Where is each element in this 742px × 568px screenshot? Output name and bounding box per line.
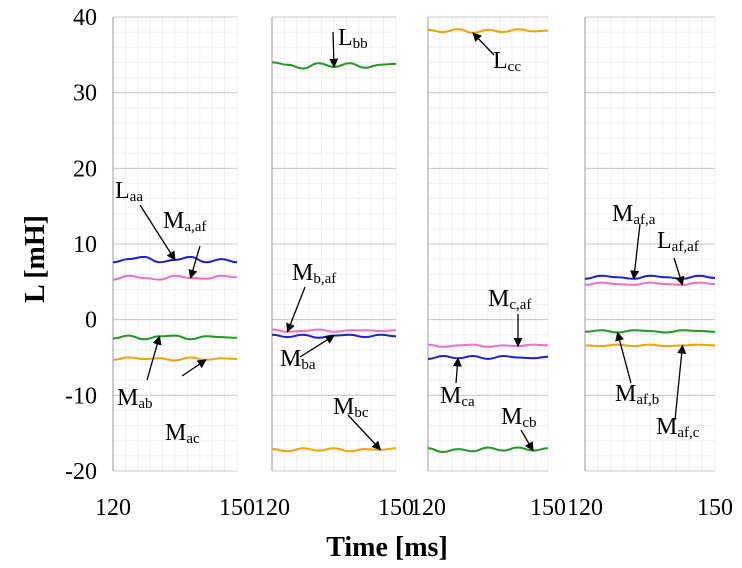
series-label: Lbb <box>338 25 368 52</box>
series-line-mac <box>112 356 238 362</box>
series-line-ma-af <box>112 274 238 281</box>
x-tick-label: 150 <box>530 495 566 521</box>
series-label: Mbc <box>333 394 369 421</box>
series-label: Laf,af <box>657 228 699 255</box>
series-line-mab <box>112 334 238 341</box>
y-tick-label: 0 <box>85 308 97 334</box>
annotation-arrow <box>630 223 641 280</box>
y-tick-label: 40 <box>73 5 97 31</box>
annotation-arrow <box>139 204 176 261</box>
annotation-arrow <box>472 32 495 56</box>
series-line-maf-c <box>584 343 716 348</box>
grid-layer <box>112 16 716 472</box>
x-tick-label: 120 <box>254 495 290 521</box>
x-tick-label: 120 <box>410 495 446 521</box>
series-label: Mcb <box>501 404 537 431</box>
annotation-arrow <box>181 359 207 377</box>
annotation-arrow <box>146 335 162 381</box>
x-axis-title: Time [ms] <box>326 532 448 563</box>
series-line-maf-b <box>584 329 716 334</box>
series-label: Mca <box>440 383 475 410</box>
x-tick-label: 120 <box>95 495 131 521</box>
series-label: Mac <box>165 420 200 447</box>
annotation-arrow <box>673 257 685 286</box>
annotation-arrow <box>520 429 534 452</box>
annotation-arrow <box>674 344 687 421</box>
y-tick-label: 20 <box>73 156 97 182</box>
series-line-maf-a <box>584 274 716 280</box>
y-tick-label: -10 <box>65 383 97 409</box>
y-tick-label: -20 <box>65 459 97 485</box>
series-label: Mc,af <box>488 286 531 313</box>
series-label: Ma,af <box>163 208 206 235</box>
series-line-mca <box>427 354 549 361</box>
x-tick-label: 120 <box>567 495 603 521</box>
y-axis: 40 30 20 10 0 -10 -20 <box>65 5 97 485</box>
annotation-arrow <box>452 357 462 384</box>
series-label: Lcc <box>493 48 521 75</box>
annotation-arrow <box>615 331 632 384</box>
series-label: Mab <box>117 385 153 412</box>
annotation-arrow <box>286 286 306 333</box>
y-axis-title: L [mH] <box>20 215 51 303</box>
series-line-laf-af <box>584 281 716 286</box>
series-label: Mb,af <box>292 260 336 287</box>
annotation-layer: Laa Ma,af Mab Mac Lbb Mb,af Mba Mbc Lcc Mc,af Mca M… <box>115 25 700 452</box>
series-label: Laa <box>115 178 143 205</box>
series-label: Maf,c <box>656 414 700 441</box>
annotation-arrow <box>329 31 339 68</box>
series-label: Mba <box>280 346 316 373</box>
series-line-mc-af <box>427 343 549 348</box>
y-tick-label: 10 <box>73 232 97 258</box>
annotation-arrow <box>299 335 335 358</box>
x-tick-label: 150 <box>697 495 733 521</box>
x-tick-label: 150 <box>378 495 414 521</box>
series-label: Maf,a <box>612 201 656 228</box>
y-tick-label: 30 <box>73 81 97 107</box>
annotation-arrow <box>188 245 201 279</box>
series-label: Maf,b <box>615 381 659 408</box>
x-tick-label: 150 <box>219 495 255 521</box>
series-line-lcc <box>427 28 549 34</box>
annotation-arrow <box>347 414 382 451</box>
